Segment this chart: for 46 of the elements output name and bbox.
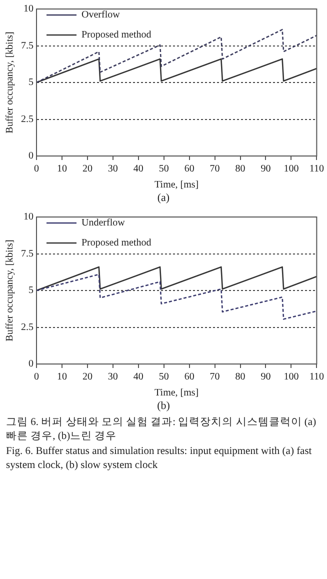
- y-tick-label: 10: [24, 212, 34, 223]
- x-tick-label: 80: [235, 372, 246, 383]
- y-tick-label: 2.5: [21, 114, 34, 125]
- x-tick-label: 30: [108, 164, 118, 175]
- x-tick-label: 50: [158, 372, 169, 383]
- x-tick-label: 20: [82, 164, 92, 175]
- caption: 그림 6. 버퍼 상태와 모의 실험 결과: 입력장치의 시스템클럭이 (a)빠른 경우, (b)느린 경우: [6, 416, 318, 444]
- y-tick-label: 0: [28, 358, 34, 370]
- x-tick-label: 10: [56, 164, 67, 175]
- x-tick-label: 10: [56, 372, 67, 383]
- text: (b): [156, 400, 171, 412]
- line-series: [36, 274, 317, 320]
- text: (a): [156, 192, 171, 204]
- x-tick-label: 70: [210, 164, 220, 175]
- x-tick-label: 30: [108, 372, 118, 383]
- x-tick-label: 40: [133, 164, 144, 175]
- y-tick-label: 7.5: [21, 248, 34, 260]
- y-axis-title: Buffer occupancy, [kbits]: [4, 32, 16, 134]
- x-tick-label: 50: [158, 164, 169, 175]
- x-tick-label: 80: [235, 164, 246, 175]
- y-tick-label: 5: [28, 77, 34, 88]
- x-tick-label: 70: [210, 372, 220, 383]
- legend-label: Underflow: [82, 218, 126, 229]
- x-tick-label: 110: [309, 372, 324, 383]
- x-tick-label: 100: [284, 372, 299, 383]
- x-tick-label: 40: [133, 372, 144, 383]
- x-tick-label: 20: [82, 372, 92, 383]
- x-tick-label: 110: [309, 164, 324, 175]
- x-axis-title: Time, [ms]: [154, 388, 199, 399]
- legend-label: Proposed method: [82, 30, 152, 41]
- x-axis-title: Time, [ms]: [154, 180, 199, 191]
- x-tick-label: 90: [260, 164, 271, 175]
- y-tick-label: 10: [24, 4, 34, 15]
- caption: Fig. 6. Buffer status and simulation results: input equipment with (a) fast system clock, (b) slow system clock: [6, 445, 313, 473]
- y-tick-label: 5: [28, 285, 34, 296]
- y-tick-label: 2.5: [21, 322, 34, 333]
- legend-label: Proposed method: [82, 238, 152, 249]
- y-axis-title: Buffer occupancy, [kbits]: [4, 240, 16, 342]
- x-tick-label: 60: [184, 164, 194, 175]
- x-tick-label: 90: [260, 372, 271, 383]
- line-series: [36, 28, 317, 84]
- x-tick-label: 60: [184, 372, 194, 383]
- legend-label: Overflow: [82, 10, 121, 21]
- x-tick-label: 100: [284, 164, 299, 175]
- y-tick-label: 0: [28, 150, 34, 162]
- y-tick-label: 7.5: [21, 40, 34, 52]
